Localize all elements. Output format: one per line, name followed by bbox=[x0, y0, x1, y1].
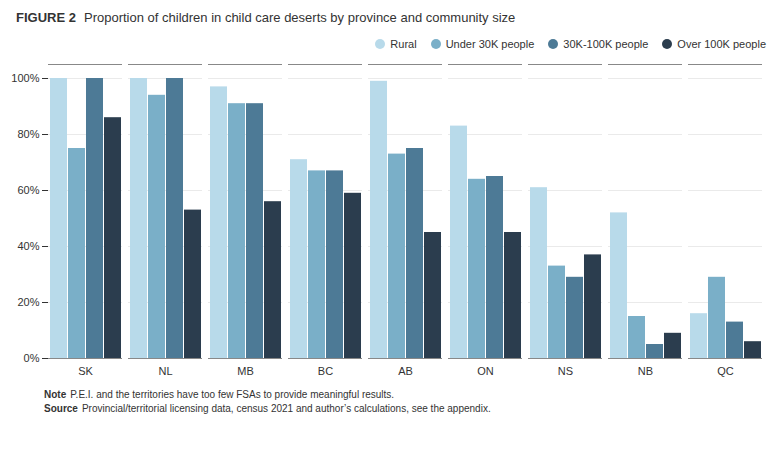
svg-text:80%: 80% bbox=[17, 128, 39, 140]
svg-text:QC: QC bbox=[717, 365, 734, 377]
html-text:Under 30K people: Under 30K people bbox=[445, 38, 535, 50]
svg-text:40%: 40% bbox=[17, 240, 39, 252]
html-text:Source Provincial/territorial: Source Provincial/territorial licensing … bbox=[44, 403, 491, 414]
svg-text:MB: MB bbox=[237, 365, 254, 377]
svg-text:60%: 60% bbox=[17, 184, 39, 196]
svg-text:100%: 100% bbox=[11, 72, 39, 84]
html-text:FIGURE 2: FIGURE 2 bbox=[16, 9, 76, 25]
svg-text:0%: 0% bbox=[24, 352, 40, 364]
html-text:30K-100K people: 30K-100K people bbox=[563, 38, 649, 50]
svg-text:SK: SK bbox=[78, 365, 93, 377]
svg-text:AB: AB bbox=[398, 365, 413, 377]
html-text:Proportion of children in chil: Proportion of children in child care des… bbox=[84, 9, 516, 25]
svg-text:BC: BC bbox=[318, 365, 333, 377]
html-text:Over 100K people: Over 100K people bbox=[677, 38, 766, 50]
svg-text:ON: ON bbox=[477, 365, 494, 377]
html-text:Note P.E.I. and the territorie: Note P.E.I. and the territories have too… bbox=[44, 389, 395, 400]
html-text:Rural: Rural bbox=[390, 38, 417, 50]
svg-text:NL: NL bbox=[158, 365, 172, 377]
svg-text:20%: 20% bbox=[17, 296, 39, 308]
svg-text:NB: NB bbox=[638, 365, 653, 377]
svg-text:NS: NS bbox=[558, 365, 573, 377]
